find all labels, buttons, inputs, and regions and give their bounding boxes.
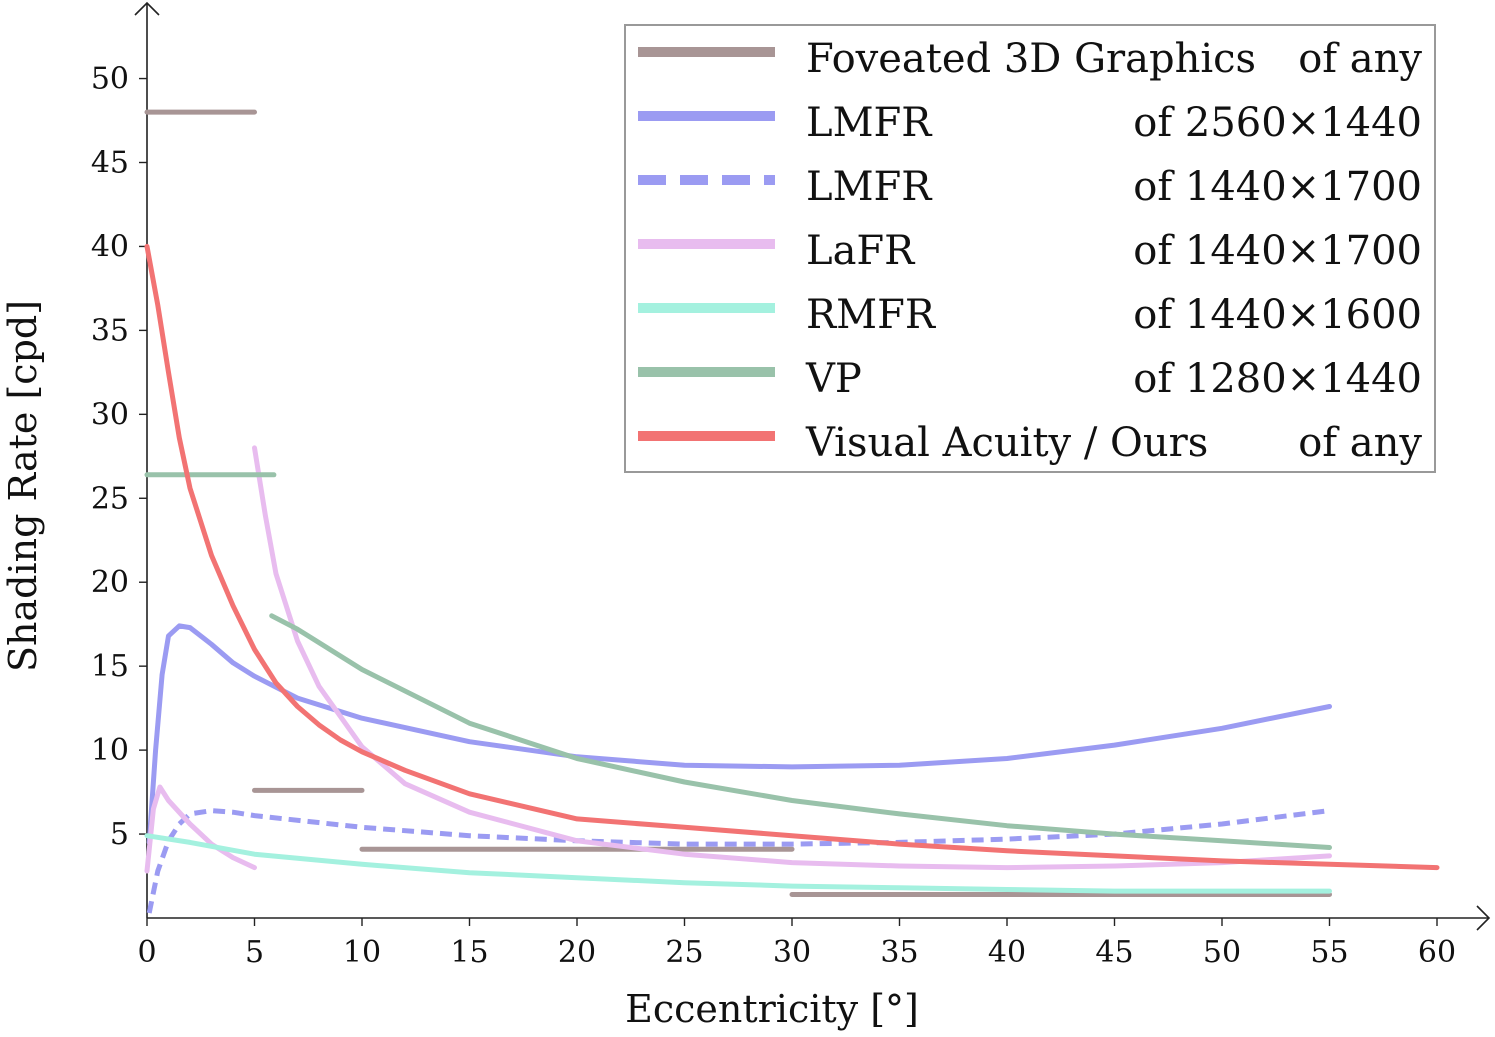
series-rmfr-4	[144, 833, 1332, 894]
y-tick-label: 10	[91, 733, 129, 768]
series-line-1-0	[146, 623, 1332, 845]
series-line-3-1	[252, 445, 1332, 871]
legend-label: VP	[805, 356, 862, 402]
series-lmfr-1	[146, 623, 1332, 845]
x-tick-label: 40	[988, 935, 1026, 970]
legend-resolution: of 2560×1440	[1133, 100, 1422, 146]
y-tick-label: 5	[110, 817, 129, 852]
legend-resolution: of 1440×1700	[1133, 164, 1422, 210]
x-tick-label: 25	[665, 935, 703, 970]
series-vp-5	[144, 472, 1332, 850]
x-ticks: 0 5 10 15 20 25 30 35 40 45 50 55 60	[137, 918, 1456, 970]
legend: Foveated 3D Graphics of any LMFR of 2560×14…	[624, 24, 1436, 473]
series-line-4-0	[144, 833, 1332, 894]
y-tick-label: 35	[91, 313, 129, 348]
legend-resolution: of any	[1298, 420, 1422, 466]
series-foveated-3d-graphics-0	[144, 109, 1332, 897]
series-visual-acuity-ours-6	[144, 243, 1440, 871]
y-tick-label: 25	[91, 481, 129, 516]
legend-resolution: of 1440×1700	[1133, 228, 1422, 274]
series-layer	[144, 109, 1440, 914]
x-tick-label: 60	[1418, 935, 1456, 970]
y-ticks: 5 10 15 20 25 30 35 40 45 50	[91, 62, 147, 852]
x-tick-label: 0	[137, 935, 156, 970]
x-tick-label: 15	[450, 935, 488, 970]
legend-resolution: of any	[1298, 36, 1422, 82]
x-tick-label: 10	[343, 935, 381, 970]
y-tick-label: 20	[91, 565, 129, 600]
legend-label: LMFR	[806, 100, 933, 146]
legend-label: LaFR	[806, 228, 916, 274]
x-tick-label: 45	[1095, 935, 1133, 970]
legend-label: RMFR	[806, 292, 937, 338]
x-tick-label: 20	[558, 935, 596, 970]
y-tick-label: 15	[91, 649, 129, 684]
x-tick-label: 55	[1310, 935, 1348, 970]
x-tick-label: 5	[245, 935, 264, 970]
legend-label: Foveated 3D Graphics	[806, 36, 1256, 82]
series-lafr-3	[144, 445, 1332, 874]
y-tick-label: 40	[91, 229, 129, 264]
series-line-5-1	[269, 613, 1332, 850]
legend-label: Visual Acuity / Ours	[805, 420, 1208, 466]
x-axis-label: Eccentricity [°]	[625, 987, 919, 1031]
axes	[134, 1, 1491, 931]
x-axis-arrowhead	[1476, 905, 1491, 931]
series-line-3-0	[144, 784, 257, 874]
x-tick-label: 30	[773, 935, 811, 970]
y-tick-label: 30	[91, 397, 129, 432]
legend-resolution: of 1440×1600	[1133, 292, 1422, 338]
legend-label: LMFR	[806, 164, 933, 210]
series-line-6-0	[144, 243, 1440, 871]
legend-entries: Foveated 3D Graphics of any LMFR of 2560×14…	[638, 36, 1422, 466]
y-axis-arrowhead	[134, 1, 160, 16]
legend-resolution: of 1280×1440	[1133, 356, 1422, 402]
x-tick-label: 35	[880, 935, 918, 970]
y-axis-label: Shading Rate [cpd]	[1, 300, 45, 672]
y-tick-label: 50	[91, 62, 129, 97]
y-tick-label: 45	[91, 145, 129, 180]
x-tick-label: 50	[1203, 935, 1241, 970]
